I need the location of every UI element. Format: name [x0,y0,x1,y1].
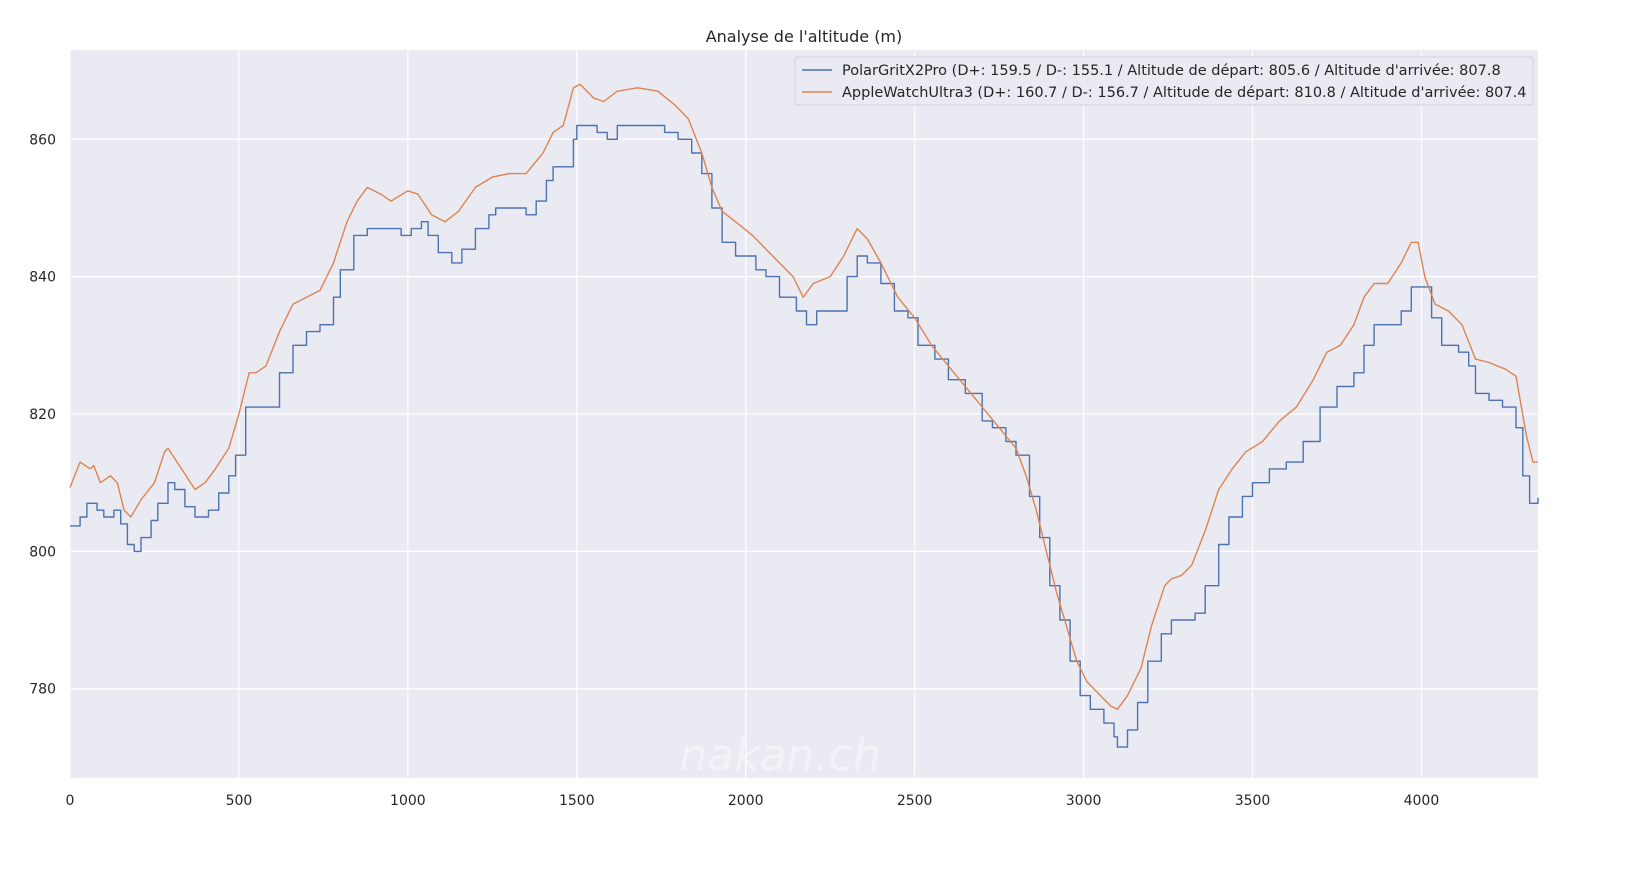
x-tick-label: 500 [226,793,253,809]
series-group [69,83,1539,748]
watermark: nakan.ch [679,730,880,781]
chart-title: Analyse de l'altitude (m) [706,27,903,46]
y-tick-label: 780 [29,682,56,698]
y-axis: 780 800 820 840 860 [29,132,56,697]
legend-label-apple: AppleWatchUltra3 (D+: 160.7 / D-: 156.7 … [842,85,1526,101]
x-tick-label: 0 [66,793,75,809]
y-tick-label: 860 [29,132,56,148]
series-line-polar [70,124,1539,748]
x-tick-label: 3000 [1066,793,1102,809]
x-tick-label: 2000 [728,793,764,809]
legend: PolarGritX2Pro (D+: 159.5 / D-: 155.1 / … [794,56,1534,106]
legend-label-polar: PolarGritX2Pro (D+: 159.5 / D-: 155.1 / … [842,63,1501,79]
x-tick-label: 1500 [559,793,595,809]
y-tick-label: 800 [29,544,56,560]
x-tick-label: 1000 [390,793,426,809]
grid [69,50,1538,778]
series-line-apple [69,83,1538,710]
y-tick-label: 820 [29,407,56,423]
x-tick-label: 3500 [1235,793,1271,809]
x-axis: 0 500 1000 1500 2000 2500 3000 3500 4000 [66,793,1440,809]
y-tick-label: 840 [29,270,56,286]
x-tick-label: 2500 [897,793,933,809]
x-tick-label: 4000 [1404,793,1440,809]
legend-box [794,56,1534,106]
